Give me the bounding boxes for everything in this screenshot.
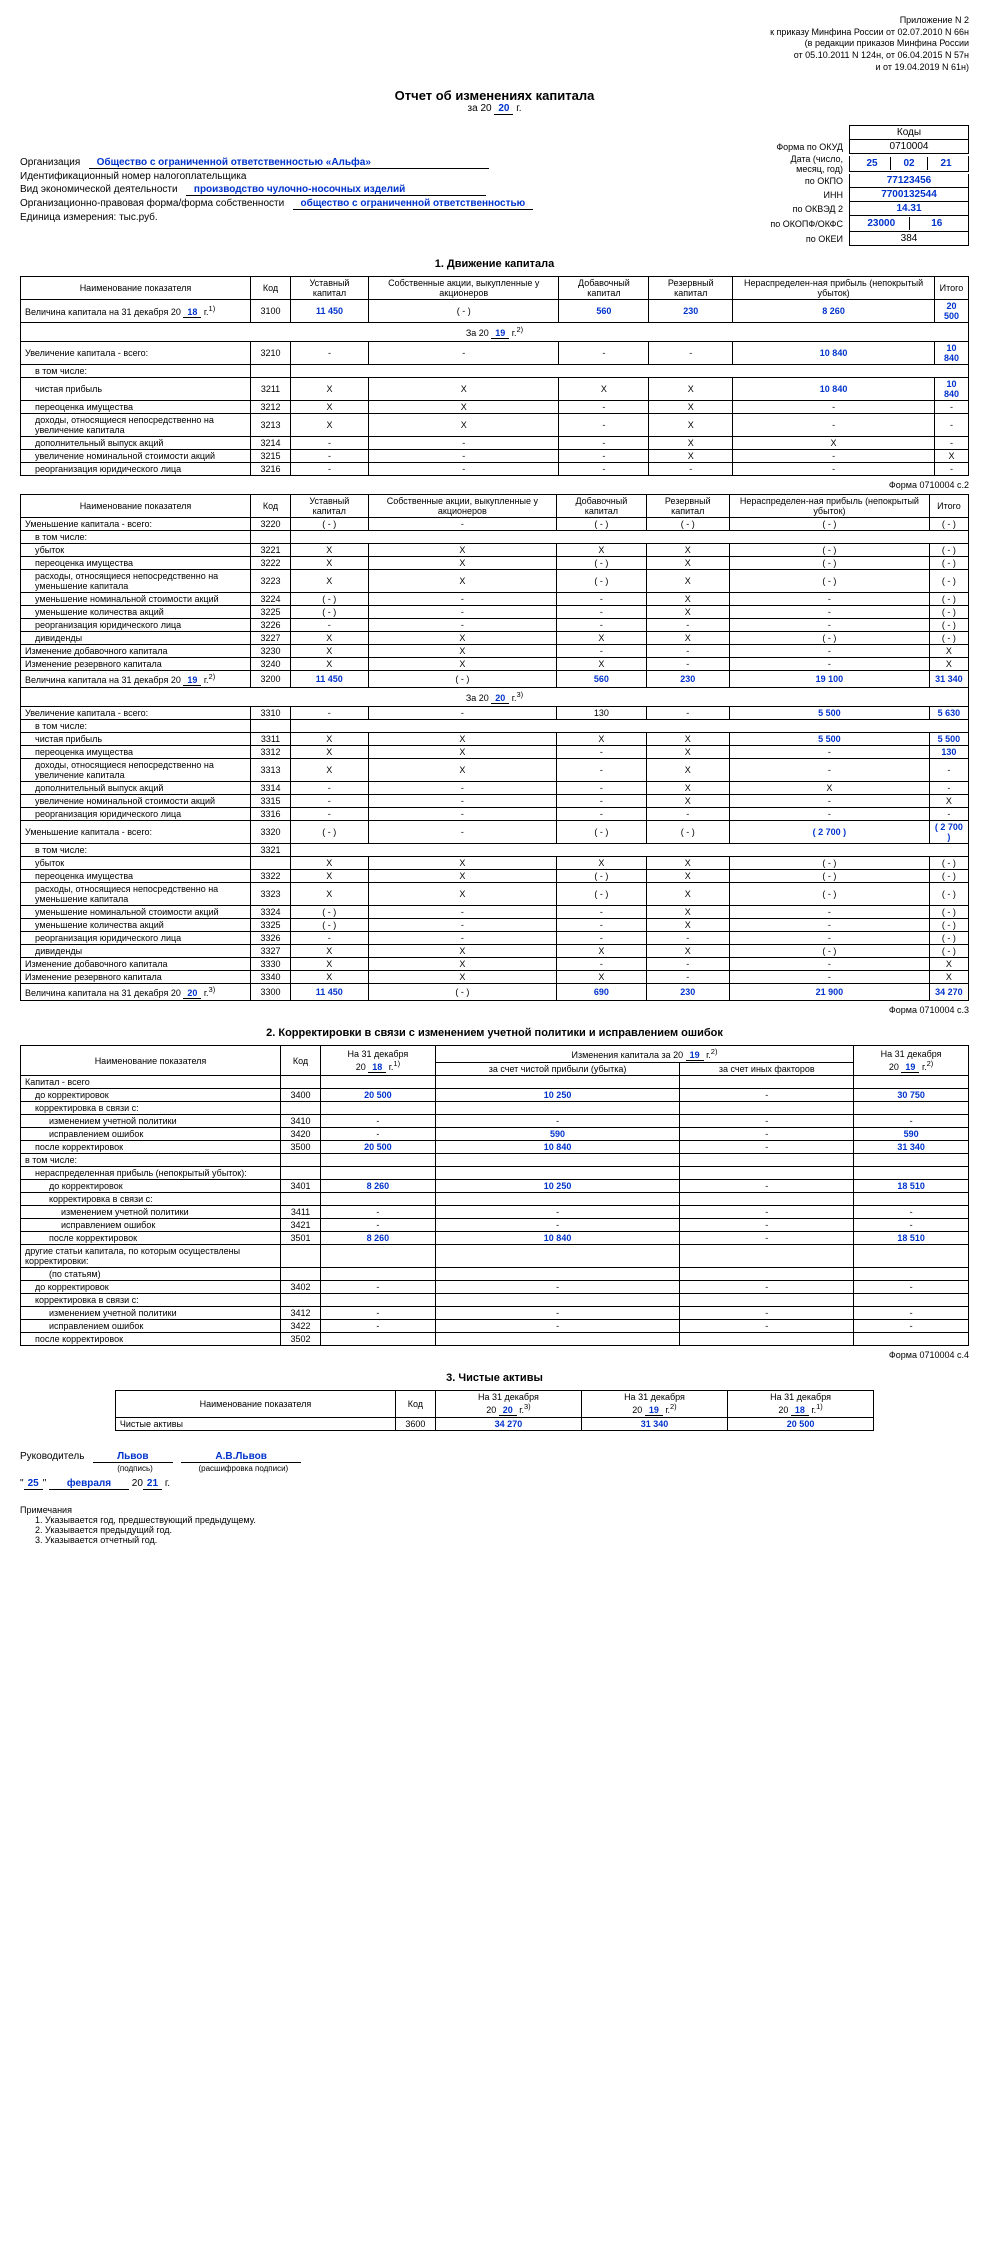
act-value: производство чулочно-носочных изделий [186, 184, 486, 196]
val-okud: 0710004 [849, 140, 969, 154]
org-value: Общество с ограниченной ответственностью… [89, 157, 489, 169]
inn-label: Идентификационный номер налогоплательщик… [20, 171, 769, 182]
okopf2: 16 [910, 217, 965, 230]
sig-dm: февраля [49, 1478, 129, 1490]
table-1b: Наименование показателяКодУставный капит… [20, 494, 969, 1001]
form-label: Организационно-правовая форма/форма собс… [20, 198, 284, 209]
note-1: 1. Указывается год, предшествующий преды… [20, 1515, 969, 1525]
report-year: за 20 20 г. [20, 103, 969, 115]
year-value: 20 [494, 103, 513, 115]
form-note-2: Форма 0710004 с.3 [20, 1005, 969, 1015]
form-note-3: Форма 0710004 с.4 [20, 1350, 969, 1360]
hn1: Приложение N 2 [20, 15, 969, 27]
val-inn: 7700132544 [849, 188, 969, 202]
sig-name: А.В.Львов [181, 1451, 301, 1463]
org-label: Организация [20, 157, 80, 168]
notes-title: Примечания [20, 1505, 969, 1515]
lbl-inn: ИНН [824, 190, 849, 200]
hn3: (в редакции приказов Минфина России [20, 38, 969, 50]
sig-sub2: (расшифровка подписи) [183, 1464, 303, 1473]
sig-sign: Львов [93, 1451, 173, 1463]
dd: 25 [854, 157, 891, 170]
form-note-1: Форма 0710004 с.2 [20, 480, 969, 490]
sig-sub1: (подпись) [95, 1464, 175, 1473]
okopf1: 23000 [854, 217, 910, 230]
unit-label: Единица измерения: тыс.руб. [20, 212, 769, 223]
act-label: Вид экономической деятельности [20, 184, 178, 195]
form-value: общество с ограниченной ответственностью [293, 198, 534, 210]
lbl-okved: по ОКВЭД 2 [793, 204, 849, 214]
header-note: Приложение N 2 к приказу Минфина России … [20, 15, 969, 73]
sig-head-lbl: Руководитель [20, 1451, 84, 1462]
dm: 02 [891, 157, 928, 170]
table-2: Наименование показателяКодНа 31 декабря2… [20, 1045, 969, 1346]
notes-block: Примечания 1. Указывается год, предшеств… [20, 1505, 969, 1545]
sig-dy: 21 [143, 1478, 162, 1490]
codes-box: Коды Форма по ОКУД0710004 Дата (число, м… [769, 125, 969, 246]
val-okved: 14.31 [849, 202, 969, 216]
hn2: к приказу Минфина России от 02.07.2010 N… [20, 27, 969, 39]
section3-title: 3. Чистые активы [20, 1372, 969, 1384]
table-3: Наименование показателяКодНа 31 декабря2… [115, 1390, 874, 1431]
section1-title: 1. Движение капитала [20, 258, 969, 270]
ys: г. [516, 103, 521, 114]
table-1a: Наименование показателяКодУставный капит… [20, 276, 969, 476]
org-info: Организация Общество с ограниченной отве… [20, 125, 769, 225]
section2-title: 2. Корректировки в связи с изменением уч… [20, 1027, 969, 1039]
lbl-okei: по ОКЕИ [806, 234, 849, 244]
lbl-okpo: по ОКПО [805, 176, 849, 186]
note-2: 2. Указывается предыдущий год. [20, 1525, 969, 1535]
dy: 21 [928, 157, 964, 170]
val-okpo: 77123456 [849, 174, 969, 188]
codes-hdr: Коды [849, 125, 969, 140]
lbl-date: Дата (число, месяц, год) [769, 154, 849, 174]
hn5: и от 19.04.2019 N 61н) [20, 62, 969, 74]
yp: за 20 [468, 103, 492, 114]
note-3: 3. Указывается отчетный год. [20, 1535, 969, 1545]
sig-dd: 25 [24, 1478, 43, 1490]
lbl-okud: Форма по ОКУД [776, 142, 849, 152]
lbl-okopf: по ОКОПФ/ОКФС [770, 219, 849, 229]
signature-block: Руководитель Львов А.В.Львов (подпись) (… [20, 1451, 969, 1490]
hn4: от 05.10.2011 N 124н, от 06.04.2015 N 57… [20, 50, 969, 62]
report-title: Отчет об изменениях капитала [20, 88, 969, 103]
val-okei: 384 [849, 232, 969, 246]
